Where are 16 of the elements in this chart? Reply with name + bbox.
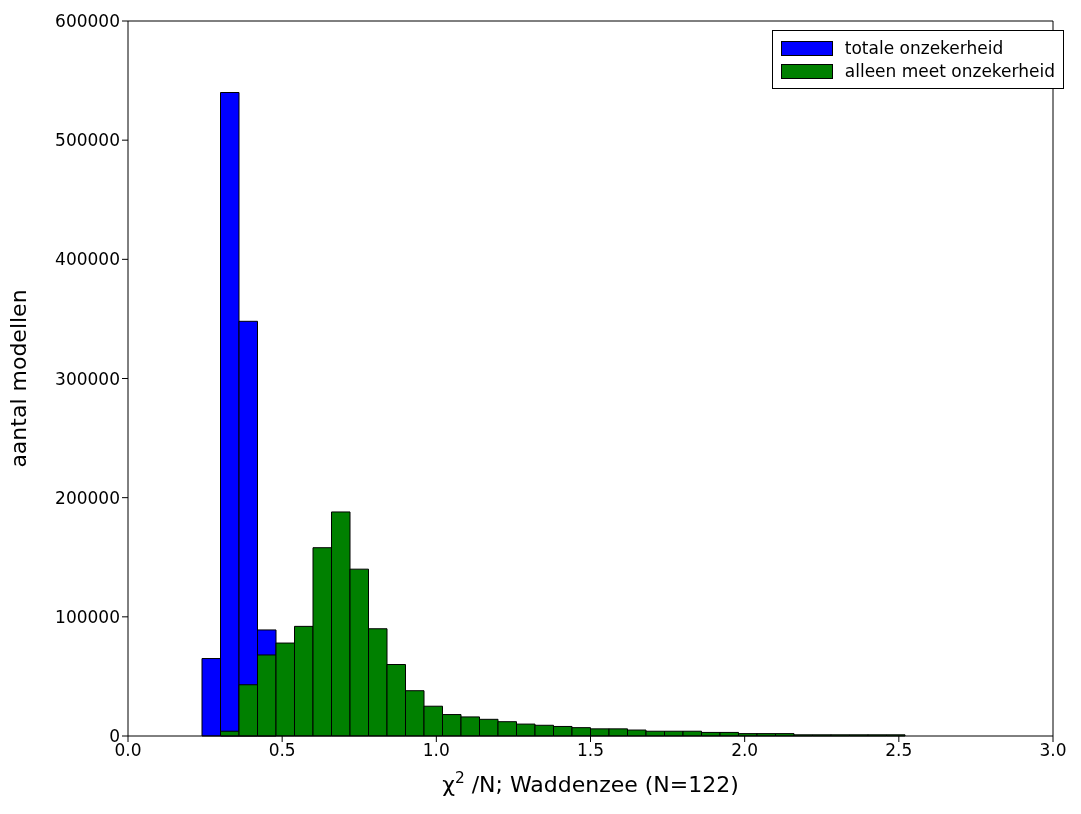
y-tick-label: 300000	[55, 368, 120, 389]
x-tick-label: 1.0	[422, 740, 450, 761]
x-tick-label: 0.5	[268, 740, 296, 761]
legend-label: alleen meet onzekerheid	[844, 61, 1055, 81]
x-tick-label: 2.0	[731, 740, 759, 761]
x-axis-title: χ$^{2}$ /N; Waddenzee (N=122)	[442, 769, 739, 797]
y-tick-label: 500000	[55, 130, 120, 151]
y-tick-label: 100000	[55, 606, 120, 627]
y-axis-title: aantal modellen	[6, 289, 31, 468]
y-tick-label: 600000	[55, 11, 120, 32]
x-tick-label: 3.0	[1039, 740, 1067, 761]
y-tick-label: 400000	[55, 249, 120, 270]
legend-label: totale onzekerheid	[844, 38, 1004, 58]
x-tick-label: 2.5	[885, 740, 913, 761]
y-tick-label: 200000	[55, 487, 120, 508]
x-tick-label: 1.5	[576, 740, 605, 761]
